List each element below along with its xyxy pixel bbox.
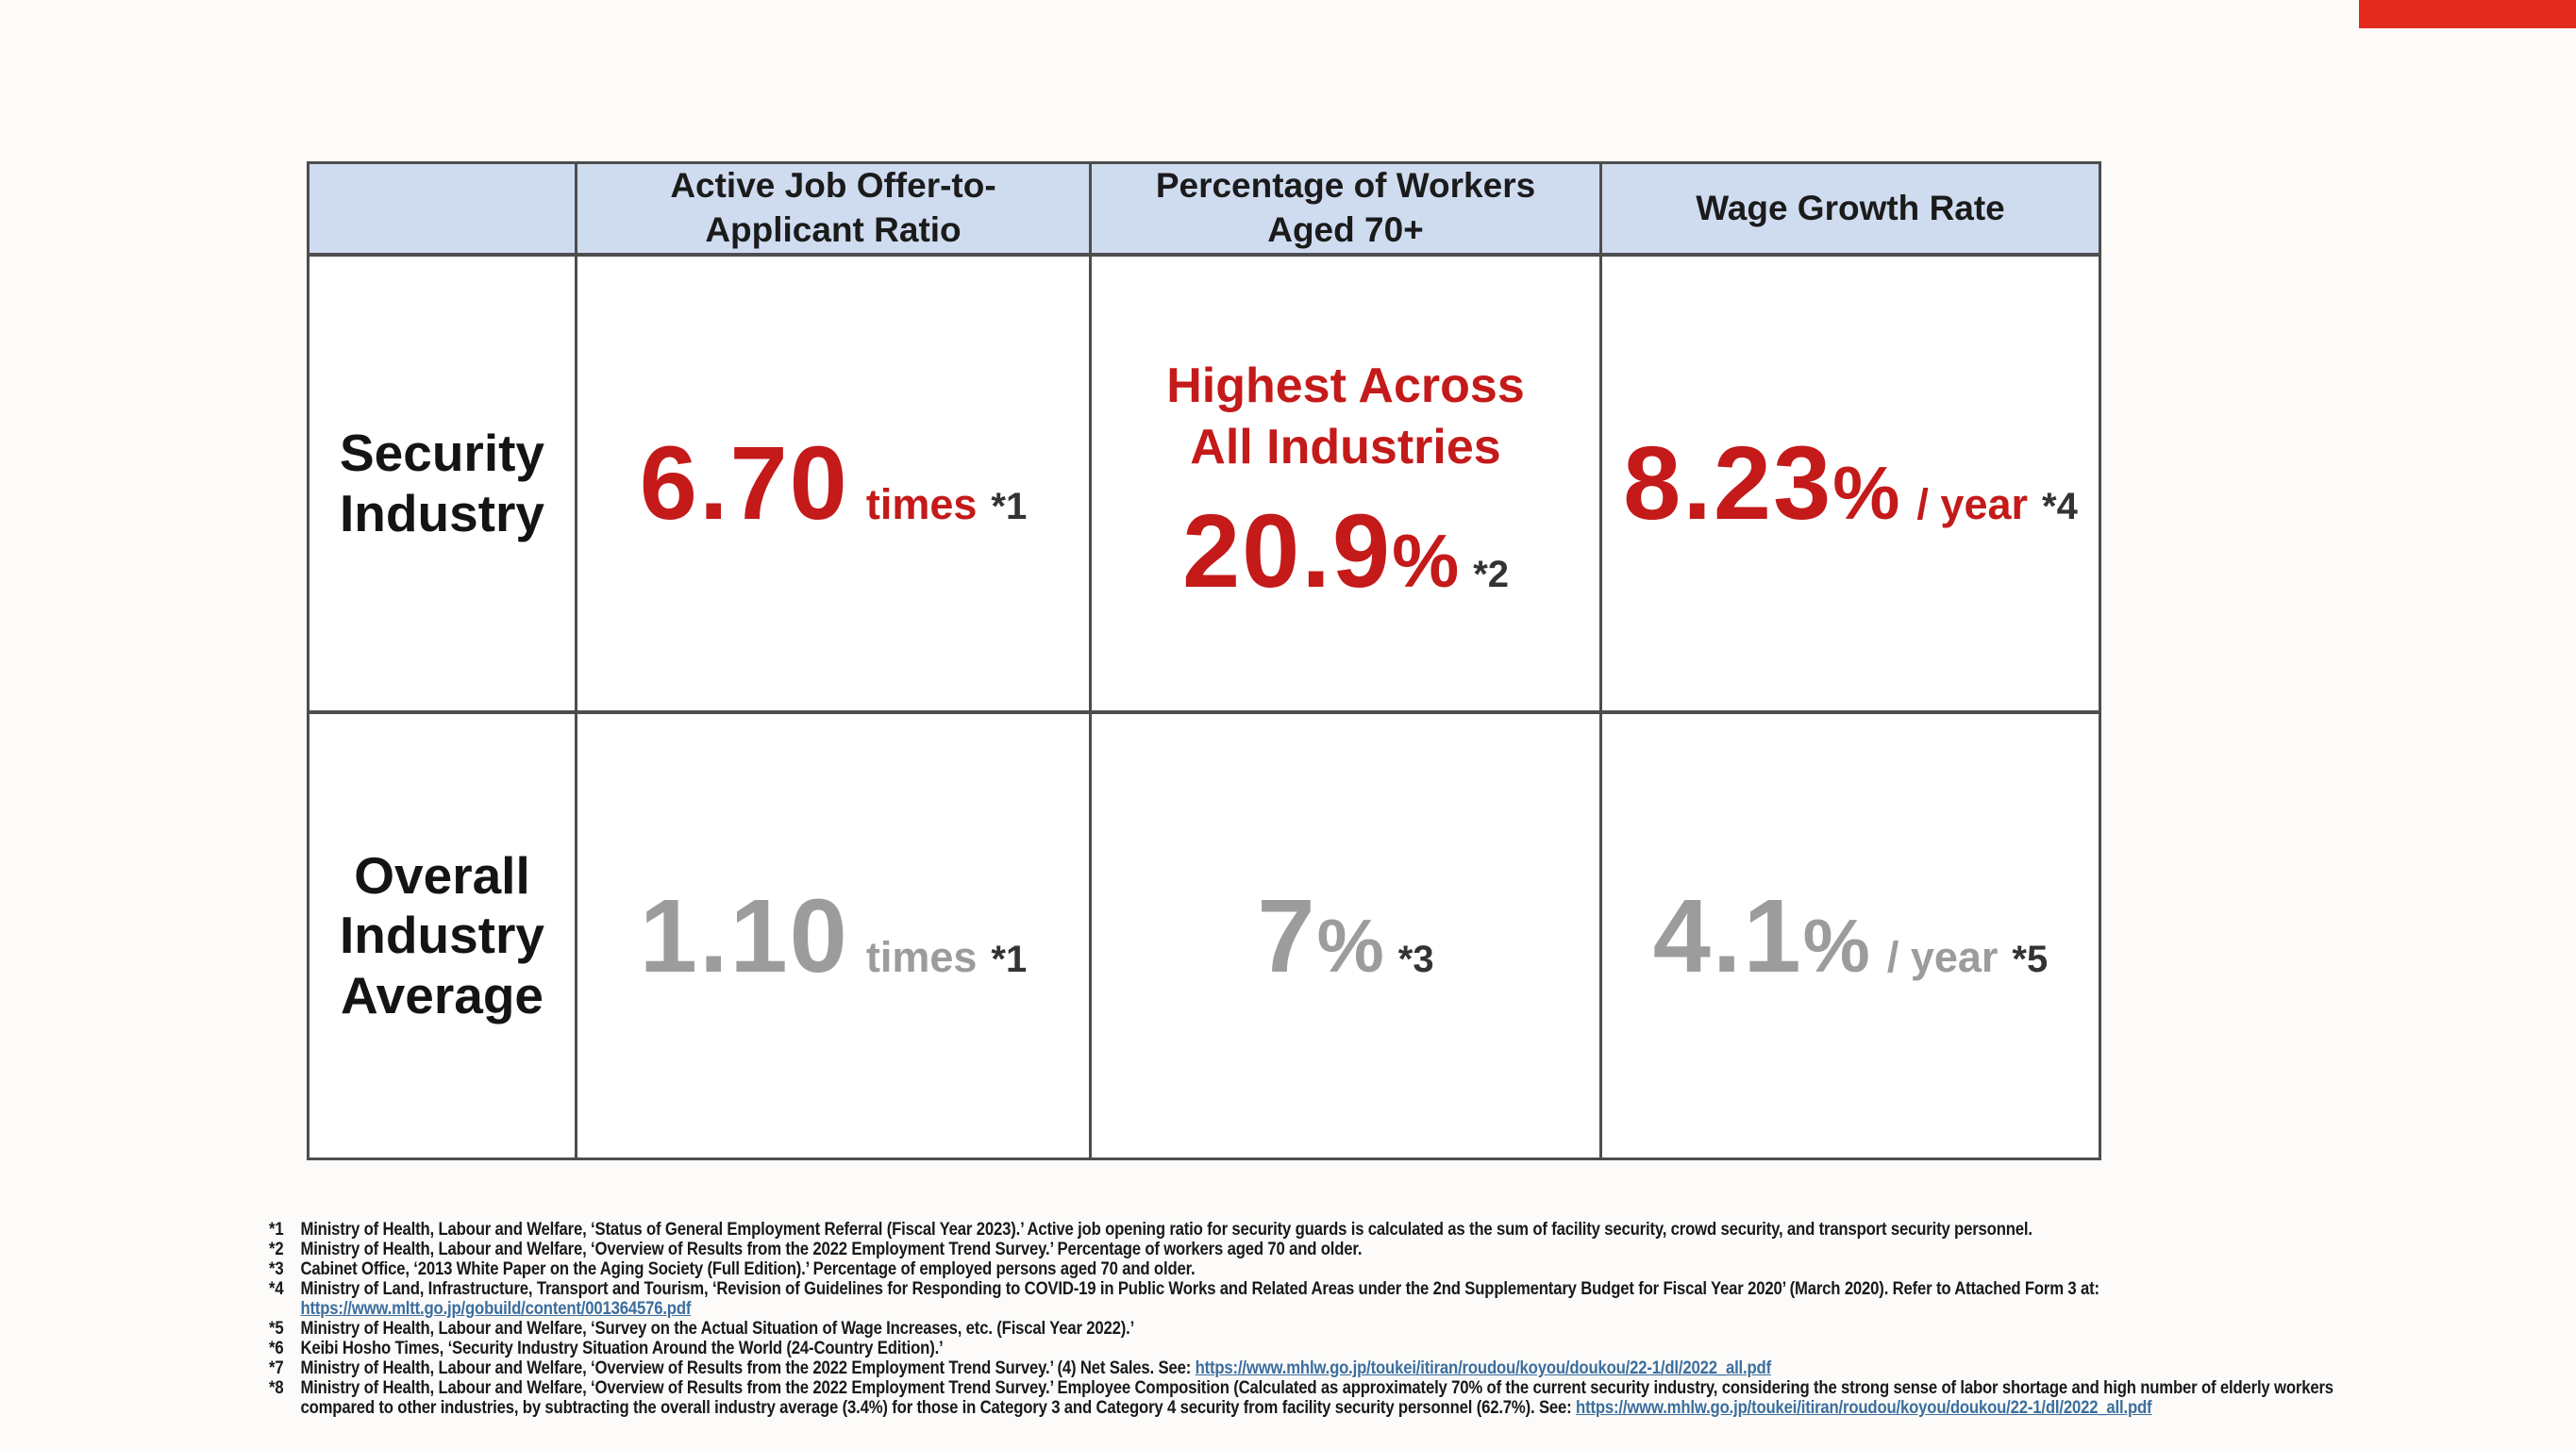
cell-security-job-ratio: 6.70 times *1 (575, 253, 1089, 710)
cell-security-aged70: Highest Across All Industries 20.9 % *2 (1089, 253, 1599, 710)
value-line: 6.70 times *1 (640, 424, 1027, 543)
value-number: 20.9 (1181, 493, 1393, 609)
value-unit: / year (1886, 932, 1999, 981)
footnote-ref: *4 (2042, 486, 2078, 527)
highest-across-headline: Highest Across All Industries (1166, 358, 1525, 475)
percent-sign: % (1316, 903, 1384, 988)
value-number: 6.70 (639, 425, 849, 541)
footnote-4-link-line: https://www.mltt.go.jp/gobuild/content/0… (269, 1299, 2333, 1319)
header-label-wage-growth: Wage Growth Rate (1696, 188, 2005, 227)
value-unit: times (865, 932, 978, 981)
row-label-overall-average: Overall Industry Average (340, 846, 544, 1024)
footnote-text: Ministry of Health, Labour and Welfare, … (300, 1240, 1363, 1259)
footnote-4: *4 Ministry of Land, Infrastructure, Tran… (269, 1279, 2333, 1299)
value-unit: times (865, 480, 978, 528)
value-line: 1.10 times *1 (640, 876, 1027, 996)
header-cell-empty (309, 164, 575, 253)
percent-sign: % (1802, 903, 1870, 988)
footnote-ref: *1 (991, 938, 1028, 980)
footnote-marker: *4 (269, 1279, 284, 1299)
footnote-marker: *5 (269, 1319, 284, 1339)
footnote-text: Ministry of Health, Labour and Welfare, … (300, 1378, 2333, 1398)
header-cell-wage-growth: Wage Growth Rate (1599, 164, 2099, 253)
footnote-text: Ministry of Health, Labour and Welfare, … (300, 1220, 2032, 1240)
value-number: 8.23 (1623, 425, 1833, 541)
value-line: 8.23 % / year *4 (1623, 424, 2078, 543)
footnote-6: *6 Keibi Hosho Times, ‘Security Industry … (269, 1339, 2333, 1358)
row-label-cell-overall: Overall Industry Average (309, 710, 575, 1158)
value-line: 4.1 % / year *5 (1653, 876, 2048, 996)
row-label-security-industry: Security Industry (339, 424, 545, 542)
value-line: 20.9 % *2 (1182, 491, 1509, 611)
top-right-accent-bar (2359, 0, 2576, 28)
footnote-marker: *1 (269, 1220, 284, 1240)
footnotes-block: *1 Ministry of Health, Labour and Welfare… (269, 1220, 2576, 1418)
footnote-ref: *5 (2012, 938, 2049, 980)
footnote-marker: *8 (269, 1378, 284, 1398)
value-line: 7 % *3 (1257, 876, 1433, 996)
footnote-text: Ministry of Health, Labour and Welfare, … (300, 1358, 1196, 1378)
footnote-text: Ministry of Land, Infrastructure, Transp… (300, 1279, 2099, 1299)
footnote-3: *3 Cabinet Office, ‘2013 White Paper on t… (269, 1259, 2333, 1279)
value-number: 7 (1257, 877, 1317, 994)
header-label-aged70: Percentage of Workers Aged 70+ (1155, 166, 1536, 249)
footnote-ref: *3 (1397, 938, 1434, 980)
footnote-text: Ministry of Health, Labour and Welfare, … (300, 1319, 1135, 1339)
footnote-marker: *3 (269, 1259, 284, 1279)
percent-sign: % (1832, 451, 1900, 535)
header-cell-aged70: Percentage of Workers Aged 70+ (1089, 164, 1599, 253)
footnote-8-continuation: compared to other industries, by subtrac… (269, 1398, 2333, 1418)
footnote-text: Keibi Hosho Times, ‘Security Industry Si… (300, 1339, 944, 1358)
footnote-marker: *2 (269, 1240, 284, 1259)
footnote-8: *8 Ministry of Health, Labour and Welfare… (269, 1378, 2333, 1398)
value-number: 4.1 (1652, 877, 1803, 994)
cell-overall-job-ratio: 1.10 times *1 (575, 710, 1089, 1158)
footnote-marker: *6 (269, 1339, 284, 1358)
cell-overall-aged70: 7 % *3 (1089, 710, 1599, 1158)
footnote-5: *5 Ministry of Health, Labour and Welfare… (269, 1319, 2333, 1339)
mhlw-pdf-link[interactable]: https://www.mhlw.go.jp/toukei/itiran/rou… (1195, 1358, 1772, 1378)
header-label-job-ratio: Active Job Offer-to- Applicant Ratio (670, 166, 996, 249)
footnote-marker: *7 (269, 1358, 284, 1378)
footnote-7: *7 Ministry of Health, Labour and Welfare… (269, 1358, 2333, 1378)
header-cell-job-ratio: Active Job Offer-to- Applicant Ratio (575, 164, 1089, 253)
footnote-ref: *2 (1473, 554, 1510, 595)
footnote-2: *2 Ministry of Health, Labour and Welfare… (269, 1240, 2333, 1259)
comparison-table: Active Job Offer-to- Applicant Ratio Per… (307, 161, 2101, 1160)
footnote-ref: *1 (991, 486, 1028, 527)
percent-sign: % (1392, 519, 1460, 603)
mhlw-pdf-link[interactable]: https://www.mhlw.go.jp/toukei/itiran/rou… (1576, 1398, 2152, 1418)
row-label-cell-security: Security Industry (309, 253, 575, 710)
cell-overall-wage: 4.1 % / year *5 (1599, 710, 2099, 1158)
mlit-pdf-link[interactable]: https://www.mltt.go.jp/gobuild/content/0… (300, 1299, 692, 1319)
value-unit: / year (1916, 480, 2029, 528)
cell-security-wage: 8.23 % / year *4 (1599, 253, 2099, 710)
footnote-text: Cabinet Office, ‘2013 White Paper on the… (300, 1259, 1196, 1279)
footnote-text: compared to other industries, by subtrac… (300, 1398, 1577, 1418)
value-number: 1.10 (639, 877, 849, 994)
footnote-1: *1 Ministry of Health, Labour and Welfare… (269, 1220, 2333, 1240)
